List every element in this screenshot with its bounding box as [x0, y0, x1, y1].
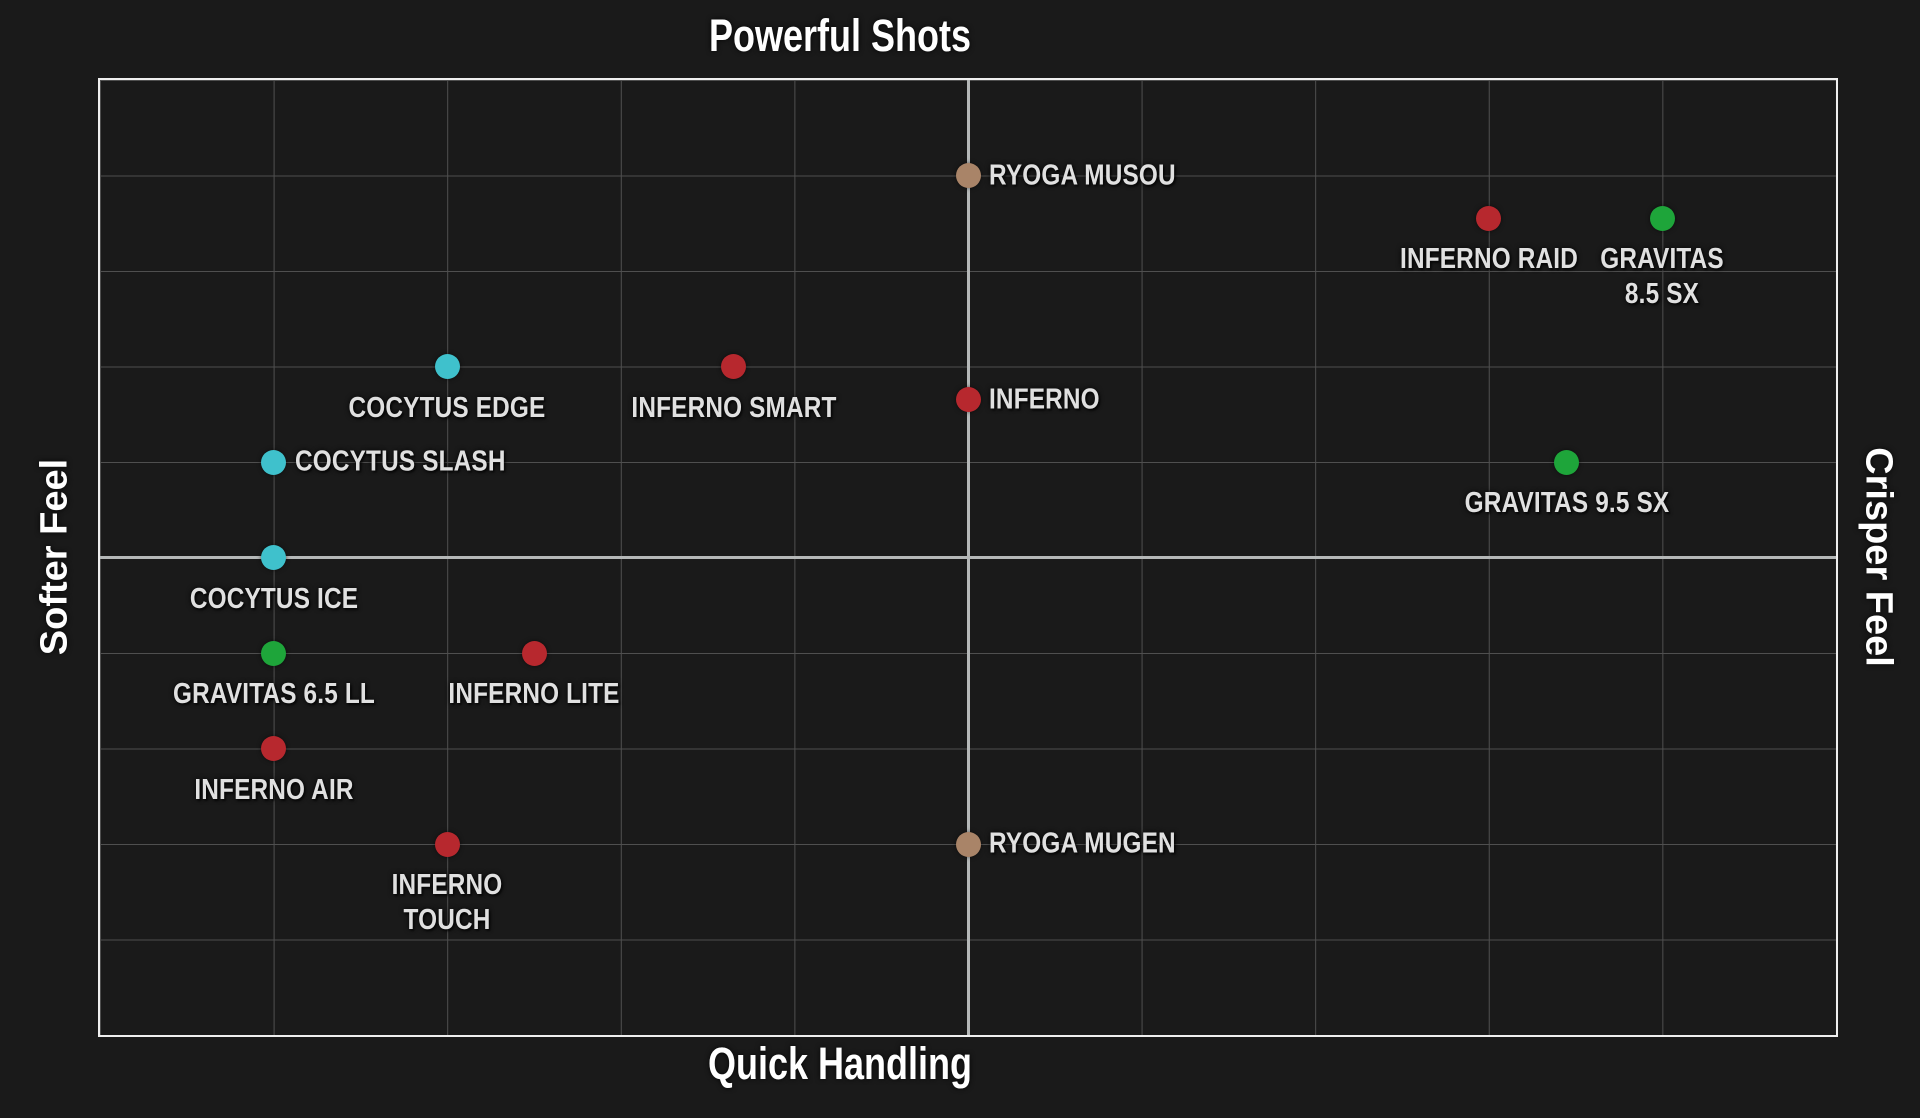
- data-point-label: INFERNO RAID: [1399, 243, 1578, 276]
- data-point-dot: [521, 640, 547, 666]
- data-point-dot: [955, 831, 981, 857]
- data-point-label: COCYTUS SLASH: [294, 445, 506, 478]
- points-layer: RYOGA MUSOU INFERNO RAID GRAVITAS 8.5 SX…: [100, 80, 1836, 1035]
- data-point-label: INFERNO LITE: [448, 678, 620, 710]
- data-point-label: COCYTUS EDGE: [348, 391, 546, 424]
- data-point-dot: [261, 640, 287, 666]
- data-point-label: RYOGA MUSOU: [989, 159, 1176, 192]
- data-point-label: INFERNO AIR: [193, 773, 354, 806]
- data-point-dot: [261, 449, 287, 475]
- top-axis-title: Powerful Shots: [708, 10, 972, 61]
- bottom-axis-title: Quick Handling: [707, 1038, 973, 1089]
- data-point-label: COCYTUS ICE: [189, 582, 358, 615]
- left-axis-title: Softer Feel: [33, 458, 76, 656]
- data-point-dot: [1554, 449, 1580, 475]
- data-point-dot: [955, 387, 981, 413]
- data-point-label: INFERNO: [989, 383, 1100, 416]
- data-point-label: RYOGA MUGEN: [989, 827, 1176, 860]
- right-axis-title: Crisper Feel: [1857, 447, 1900, 667]
- data-point-dot: [1476, 205, 1502, 231]
- data-point-label: GRAVITAS 6.5 LL: [172, 678, 375, 710]
- plot-area: RYOGA MUSOU INFERNO RAID GRAVITAS 8.5 SX…: [98, 78, 1838, 1037]
- data-point-dot: [1649, 205, 1675, 231]
- data-point-dot: [434, 831, 460, 857]
- data-point-dot: [955, 163, 981, 188]
- data-point-dot: [261, 736, 287, 761]
- center-horizontal-gridline: [100, 556, 1836, 559]
- data-point-label: INFERNO SMART: [631, 391, 837, 424]
- data-point-label: GRAVITAS 8.5 SX: [1600, 243, 1725, 311]
- data-point-dot: [721, 354, 747, 379]
- data-point-dot: [434, 354, 460, 379]
- data-point-dot: [261, 545, 287, 570]
- data-point-label: GRAVITAS 9.5 SX: [1464, 487, 1670, 519]
- data-point-label: INFERNO TOUCH: [391, 869, 503, 936]
